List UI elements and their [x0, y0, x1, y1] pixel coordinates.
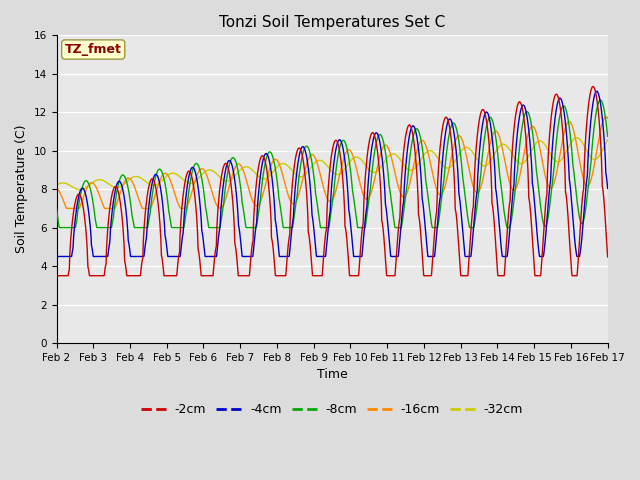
Title: Tonzi Soil Temperatures Set C: Tonzi Soil Temperatures Set C — [219, 15, 445, 30]
Y-axis label: Soil Temperature (C): Soil Temperature (C) — [15, 125, 28, 253]
Legend: -2cm, -4cm, -8cm, -16cm, -32cm: -2cm, -4cm, -8cm, -16cm, -32cm — [136, 398, 528, 421]
X-axis label: Time: Time — [317, 368, 348, 381]
Text: TZ_fmet: TZ_fmet — [65, 43, 122, 56]
